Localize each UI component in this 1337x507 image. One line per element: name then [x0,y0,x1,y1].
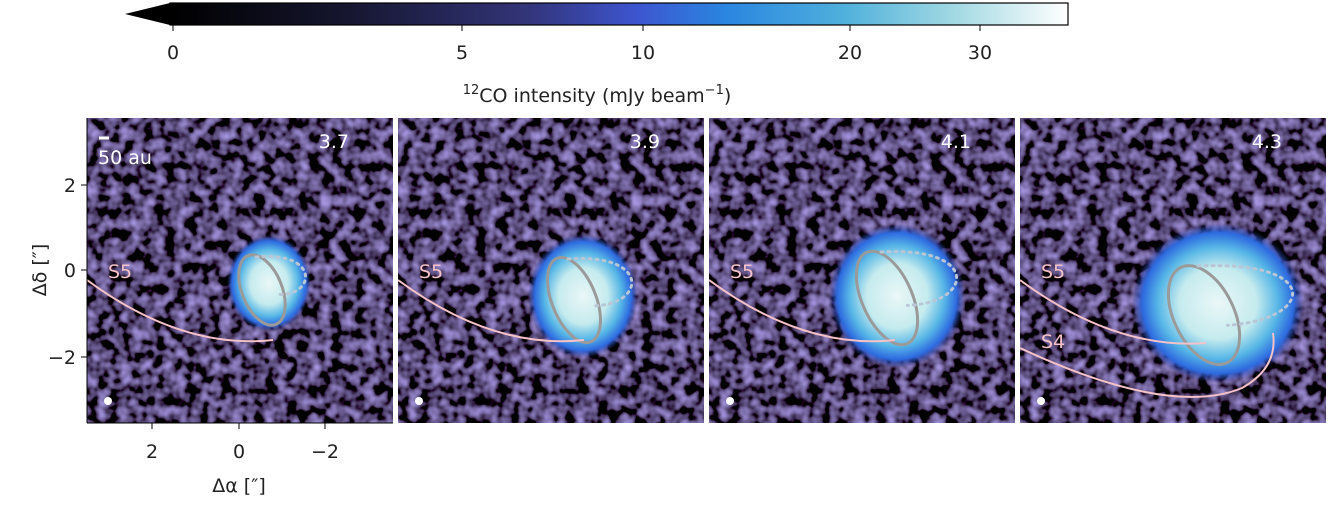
panel: 4.3 S5 S4 [1020,118,1326,423]
dotted-arc [254,254,308,296]
colorbar [169,2,1069,26]
x-axis-label: Δα [″] [212,475,265,497]
streamer-label: S5 [419,261,443,283]
panel-content [1020,118,1326,423]
panel: 4.1 S5 [709,118,1015,423]
streamer-s4 [1020,332,1275,398]
streamer-s5 [1020,279,1207,345]
disk-ellipse [546,255,602,345]
beam [726,397,734,405]
colorbar-tick-label: 30 [968,42,992,64]
dotted-arc [879,250,959,307]
x-tick-label: 0 [233,441,245,463]
emission [1132,223,1304,383]
streamer-label: S5 [730,261,754,283]
streamer-label: S5 [108,261,132,283]
colorbar-ticks: 0 5 10 20 30 [167,25,992,64]
disk-ellipse [1166,264,1242,366]
y-tick-label: 0 [64,260,76,282]
streamer-s5 [398,279,585,343]
panel: 3.7 S5 50 au [87,118,393,423]
panel-content [398,118,704,423]
velocity-label: 3.7 [319,131,349,153]
dotted-arc [566,257,633,308]
colorbar-label: 12CO intensity (mJy beam−1) [463,83,732,107]
emission [528,234,638,358]
beam [104,397,112,405]
x-tick-label: 2 [146,441,158,463]
label-end: ) [724,85,731,107]
streamer-label: S4 [1041,331,1065,353]
label-sup: 12 [463,83,480,98]
disk-ellipse [854,249,920,347]
colorbar-tick-label: 20 [838,42,862,64]
streamer-label: S5 [1041,261,1065,283]
beam [415,397,423,405]
velocity-label: 4.1 [941,131,971,153]
scale-bar-label: 50 au [98,147,152,169]
disk-ellipse [237,253,287,327]
label-main: CO intensity (mJy beam [479,85,704,107]
colorbar-tick-label: 0 [167,42,179,64]
streamer-s5 [709,279,896,343]
axis-ticks: 2 0 −2 2 0 −2 [48,175,339,463]
y-tick-label: 2 [64,175,76,197]
velocity-label: 4.3 [1252,131,1282,153]
emission [829,224,965,368]
y-tick-label: −2 [48,347,76,369]
colorbar-extend [125,3,170,25]
streamer-s5 [87,279,274,343]
panel-content [709,118,1015,423]
panel-content [87,118,393,423]
x-tick-label: −2 [311,441,339,463]
label-sup: −1 [705,83,724,98]
colorbar-tick-label: 10 [631,42,655,64]
y-axis-label: Δδ [″] [29,244,51,297]
dotted-arc [1196,264,1295,327]
beam [1037,397,1045,405]
panel: 3.9 S5 [398,118,704,423]
colorbar-tick-label: 5 [456,42,468,64]
velocity-label: 3.9 [630,131,660,153]
panels: 3.7 S5 50 au 3.9 S5 4.1 S5 4.3 S5 S4 [87,118,1326,423]
